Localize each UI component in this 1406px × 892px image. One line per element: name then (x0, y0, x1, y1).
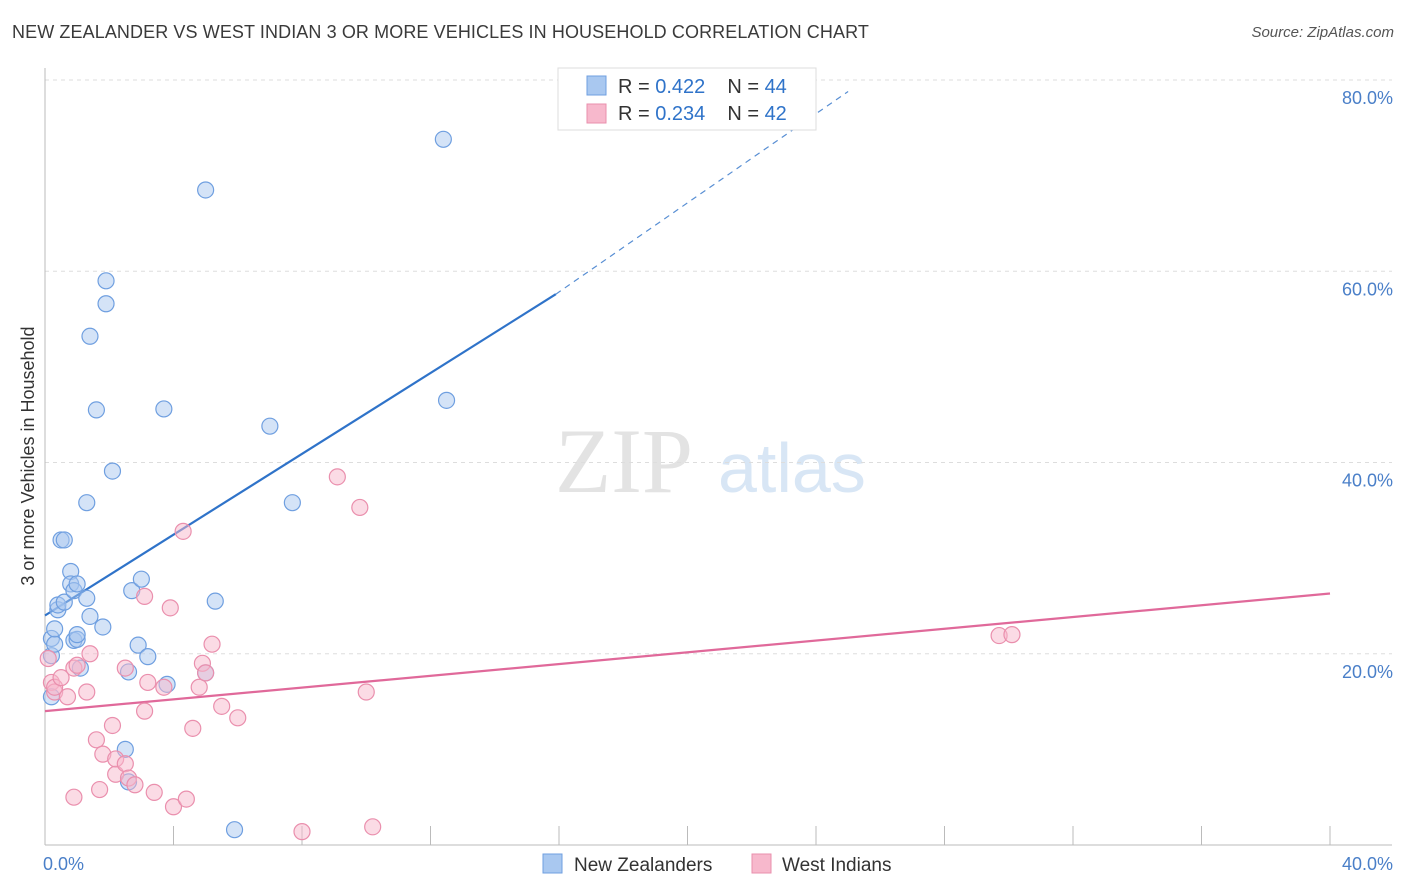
legend-swatch-west-indians (751, 853, 772, 874)
y-tick-label: 80.0% (1342, 88, 1393, 108)
point-pink (357, 683, 375, 701)
point-pink (161, 599, 179, 617)
point-pink (65, 788, 83, 806)
stats-legend: R = 0.422 N = 44 R = 0.234 N = 42 (557, 67, 817, 131)
legend-n-value: 44 (765, 76, 787, 98)
point-pink (68, 656, 86, 674)
legend-label-west-indians: West Indians (782, 855, 891, 876)
legend-swatch-new-zealanders (542, 853, 563, 874)
point-pink (190, 678, 208, 696)
point-blue (139, 648, 157, 666)
chart-title: NEW ZEALANDER VS WEST INDIAN 3 OR MORE V… (12, 22, 869, 42)
point-pink (135, 587, 154, 605)
legend-swatch-blue (586, 75, 607, 96)
watermark-atlas: atlas (718, 429, 866, 507)
point-pink (39, 649, 57, 668)
x-tick-label-max: 40.0% (1342, 854, 1393, 874)
point-pink (155, 678, 173, 696)
point-blue (97, 272, 115, 290)
tick-labels: 20.0% 40.0% 60.0% 80.0% 0.0% 40.0% (43, 88, 1393, 874)
point-pink (126, 776, 144, 794)
point-pink (328, 468, 346, 486)
legend-row-pink: R = 0.234 N = 42 (618, 103, 787, 125)
point-pink (87, 731, 106, 749)
point-pink (174, 522, 192, 540)
series-legend: New Zealanders West Indians (542, 853, 891, 876)
point-blue (78, 494, 96, 512)
point-pink (164, 798, 183, 816)
point-blue (437, 391, 456, 409)
gridlines (45, 79, 1392, 655)
y-tick-label: 60.0% (1342, 279, 1393, 299)
point-blue (261, 417, 279, 435)
point-pink (81, 645, 99, 663)
legend-r-value: 0.422 (655, 76, 705, 98)
legend-r-value: 0.234 (655, 103, 705, 125)
point-blue (68, 575, 86, 593)
legend-n-value: 42 (765, 103, 787, 125)
point-blue (103, 462, 122, 480)
data-points (39, 130, 1021, 841)
point-pink (1003, 626, 1021, 644)
legend-row-blue: R = 0.422 N = 44 (618, 76, 787, 98)
point-blue (46, 620, 64, 638)
point-pink (177, 790, 195, 808)
point-pink (116, 659, 134, 677)
axes (44, 68, 1392, 846)
point-blue (206, 592, 224, 610)
point-blue (197, 181, 215, 199)
point-blue (132, 570, 150, 588)
point-blue (94, 618, 112, 636)
legend-label-new-zealanders: New Zealanders (574, 855, 712, 876)
point-pink (116, 755, 134, 773)
legend-n-label: N = (727, 103, 764, 125)
point-pink (91, 780, 109, 799)
point-blue (55, 593, 73, 611)
legend-r-label: R = (618, 103, 655, 125)
y-tick-label: 20.0% (1342, 662, 1393, 682)
point-pink (52, 669, 70, 687)
point-pink (103, 716, 122, 735)
point-blue (46, 635, 64, 653)
point-blue (155, 400, 173, 418)
trend-extension-blue (555, 90, 849, 295)
point-blue (225, 821, 244, 839)
point-pink (364, 818, 382, 836)
point-pink (145, 783, 163, 802)
point-pink (135, 702, 154, 720)
legend-n-label: N = (727, 76, 764, 98)
point-blue (78, 589, 96, 607)
trend-lines (44, 90, 1331, 713)
point-pink (58, 688, 77, 706)
point-pink (197, 664, 215, 682)
point-pink (184, 719, 202, 737)
point-blue (283, 494, 301, 512)
point-pink (351, 498, 369, 517)
point-blue (68, 626, 86, 644)
point-blue (434, 130, 452, 148)
point-pink (229, 709, 247, 727)
point-pink (213, 697, 231, 715)
source-label: Source: ZipAtlas.com (1251, 24, 1394, 41)
point-blue (81, 327, 99, 345)
point-blue (97, 295, 115, 313)
trend-line-blue (44, 293, 557, 617)
point-pink (139, 673, 157, 692)
point-pink (203, 635, 221, 653)
legend-swatch-pink (586, 103, 607, 124)
watermark-zip: ZIP (555, 410, 693, 512)
point-blue (55, 531, 73, 549)
y-axis-title: 3 or more Vehicles in Household (18, 326, 38, 585)
trend-line-pink (44, 592, 1331, 713)
point-pink (293, 823, 311, 841)
legend-r-label: R = (618, 76, 655, 98)
point-blue (129, 636, 147, 654)
x-tick-label-min: 0.0% (43, 854, 84, 874)
point-pink (78, 683, 96, 701)
point-blue (87, 401, 106, 419)
point-blue (81, 607, 99, 626)
y-tick-label: 40.0% (1342, 471, 1393, 491)
